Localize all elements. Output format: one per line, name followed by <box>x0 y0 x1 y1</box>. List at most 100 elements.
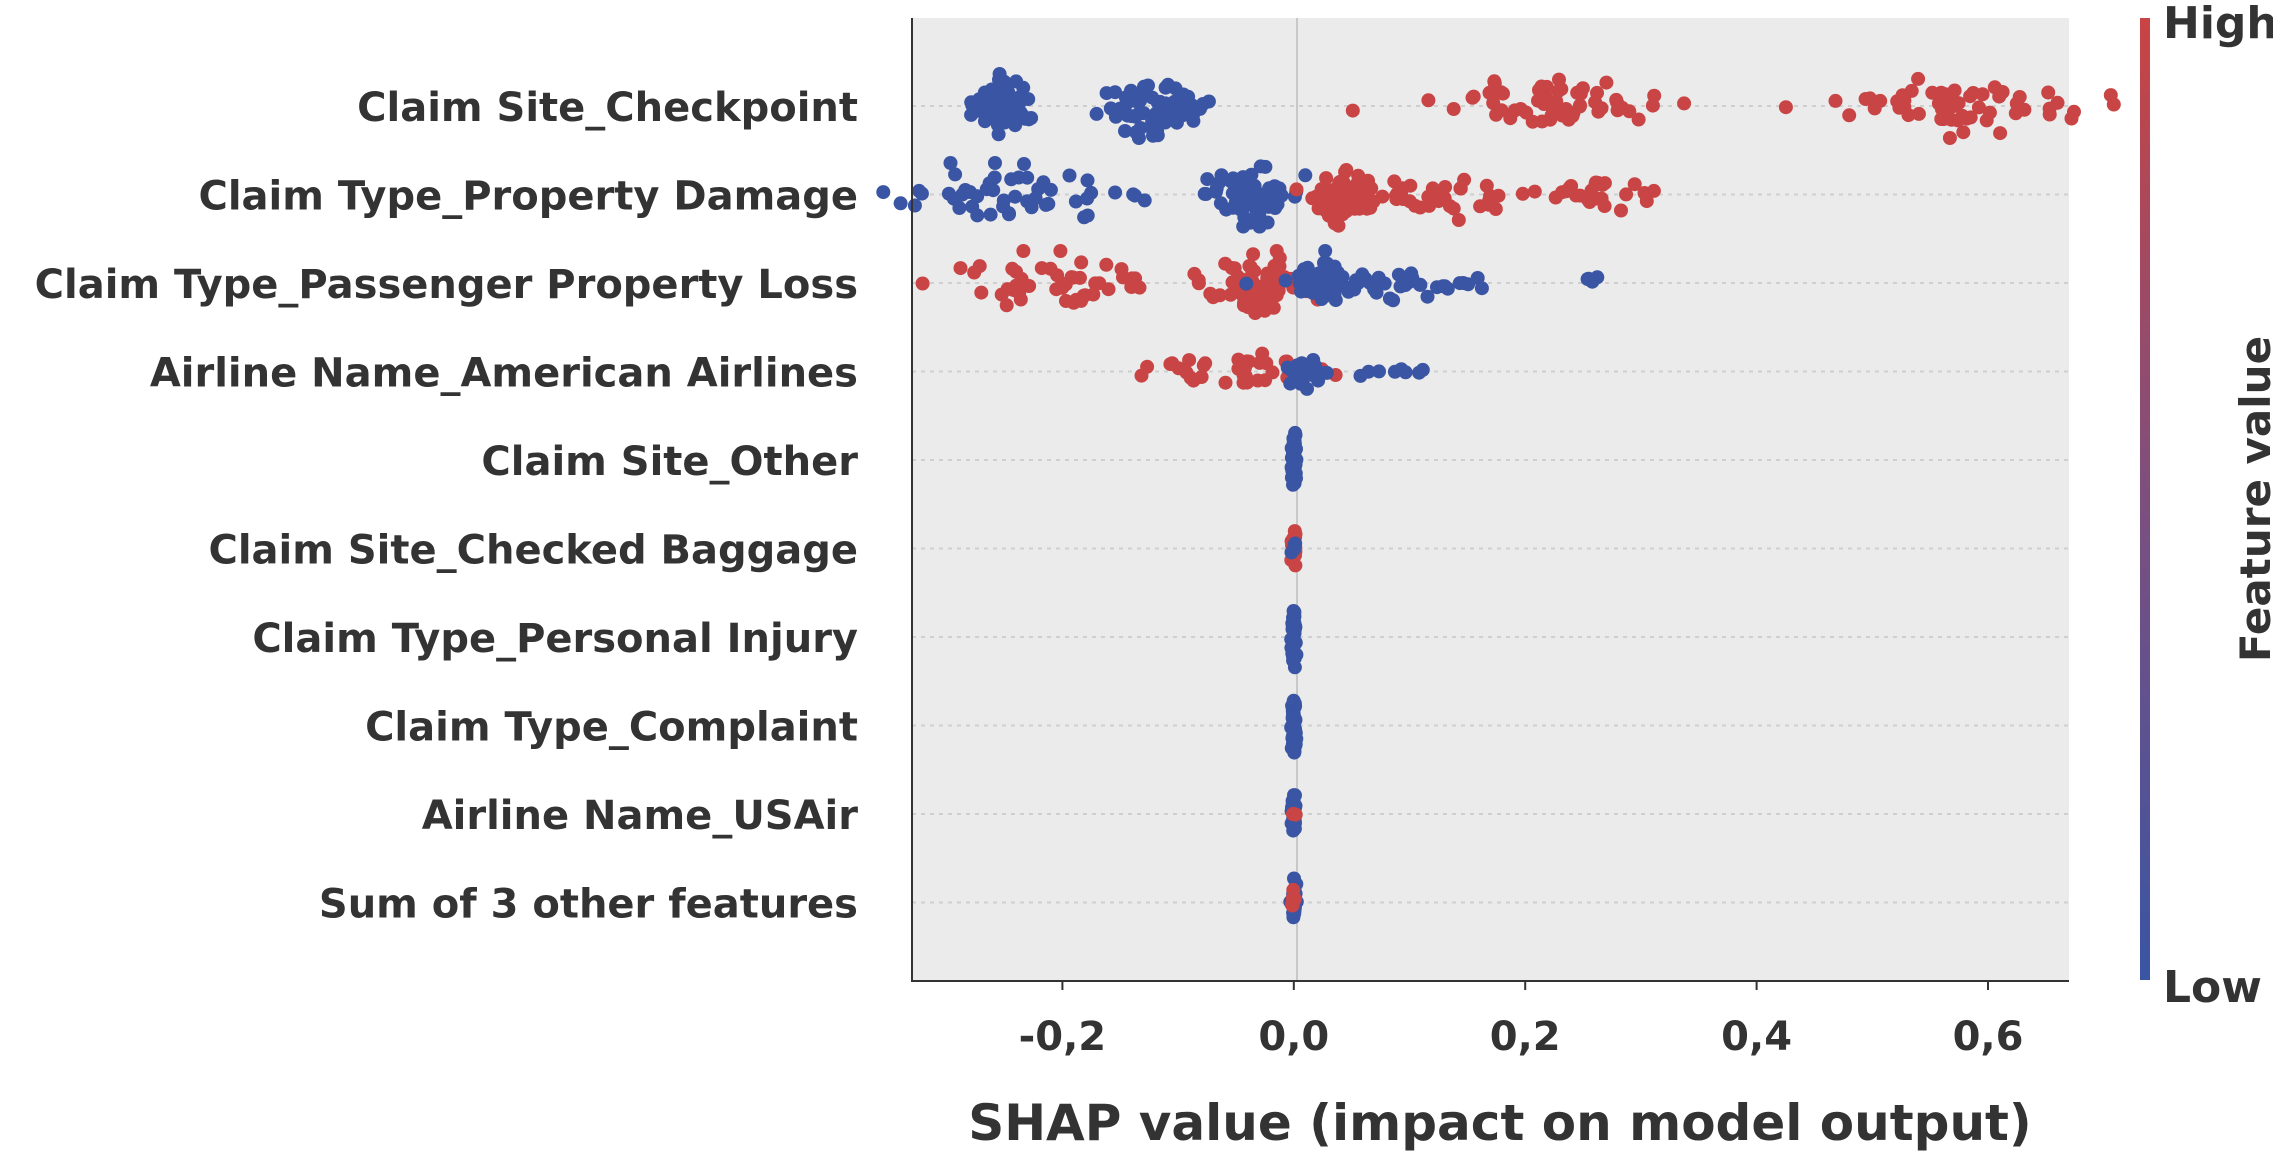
shap-point <box>1080 173 1095 188</box>
x-tick-label: -0,2 <box>1019 1014 1106 1060</box>
shap-point <box>1353 368 1368 383</box>
shap-point <box>907 198 922 213</box>
shap-point <box>1474 281 1489 296</box>
shap-point <box>1223 287 1238 302</box>
shap-point <box>1942 131 1957 145</box>
shap-point <box>2106 97 2121 112</box>
shap-point <box>1236 219 1251 234</box>
shap-point <box>1262 278 1277 293</box>
shap-point <box>1286 728 1301 743</box>
shap-point <box>1194 370 1209 384</box>
x-ticks: -0,2 0,0 0,2 0,4 0,6 <box>1019 980 2024 1060</box>
shap-point <box>1141 78 1155 93</box>
shap-point <box>1182 353 1197 368</box>
shap-point <box>1158 96 1173 111</box>
shap-point <box>1473 199 1488 214</box>
shap-point <box>1507 103 1522 118</box>
shap-point <box>1371 270 1386 285</box>
shap-point <box>1494 103 1509 118</box>
shap-point <box>1225 200 1240 215</box>
x-tick-label: 0,6 <box>1953 1014 2024 1060</box>
shap-point <box>1950 113 1965 128</box>
shap-point <box>1457 172 1472 187</box>
shap-point <box>983 207 998 222</box>
shap-point <box>1551 84 1566 99</box>
shap-point <box>1118 124 1132 138</box>
shap-point <box>1236 375 1251 390</box>
shap-point <box>1183 370 1198 385</box>
shap-point <box>1451 213 1466 227</box>
shap-point <box>1268 179 1283 194</box>
shap-point <box>1329 265 1344 280</box>
shap-point <box>1312 280 1327 295</box>
shap-point <box>1619 187 1634 202</box>
shap-point <box>1287 542 1302 557</box>
shap-point <box>1534 79 1549 94</box>
shap-point <box>1863 91 1877 106</box>
shap-point <box>1956 125 1971 140</box>
shap-point <box>1009 278 1023 293</box>
shap-point <box>1321 194 1336 209</box>
x-axis-title: SHAP value (impact on model output) <box>968 1094 2032 1152</box>
shap-point <box>1421 93 1436 108</box>
shap-point <box>1127 93 1142 108</box>
shap-point <box>893 196 908 211</box>
shap-point <box>1318 244 1333 258</box>
shap-point <box>1272 251 1287 265</box>
shap-point <box>1614 203 1628 218</box>
x-tick-label: 0,0 <box>1258 1014 1329 1060</box>
shap-point <box>1020 194 1035 209</box>
shap-point <box>1519 105 1534 120</box>
shap-point <box>1108 85 1123 100</box>
shap-point <box>1555 185 1570 200</box>
shap-point <box>1438 180 1453 194</box>
shap-point <box>986 183 1001 198</box>
shap-point <box>1285 898 1300 913</box>
shap-point <box>1004 172 1019 187</box>
shap-point <box>1561 112 1576 127</box>
shap-point <box>1255 354 1270 369</box>
shap-point <box>1599 75 1614 90</box>
shap-point <box>1196 358 1211 373</box>
shap-point <box>996 199 1011 214</box>
shap-point <box>1317 183 1332 198</box>
shap-point <box>1200 172 1215 187</box>
feature-labels: Claim Site_Checkpoint Claim Type_Property… <box>35 85 859 928</box>
shap-point <box>986 110 1000 125</box>
shap-point <box>1292 276 1307 291</box>
shap-point <box>1163 357 1178 372</box>
shap-point <box>1134 368 1149 383</box>
shap-point <box>1342 280 1357 295</box>
shap-point <box>1286 806 1301 821</box>
feature-label: Claim Type_Complaint <box>365 705 858 751</box>
shap-point <box>991 127 1006 142</box>
shap-point <box>1339 163 1354 177</box>
feature-label: Claim Site_Checkpoint <box>357 85 858 131</box>
shap-point <box>1287 819 1302 834</box>
shap-point <box>1129 125 1143 140</box>
shap-point <box>1440 281 1455 296</box>
shap-point <box>1031 182 1046 197</box>
shap-point <box>1213 196 1228 211</box>
shap-point <box>1828 93 1843 108</box>
shap-point <box>1408 198 1422 213</box>
shap-point <box>1367 282 1382 297</box>
shap-point <box>1321 208 1336 223</box>
shap-point <box>988 83 1002 98</box>
shap-point <box>972 92 987 107</box>
shap-point <box>1022 279 1037 293</box>
shap-point <box>1947 83 1962 98</box>
shap-point <box>1345 103 1360 118</box>
shap-point <box>1128 271 1143 286</box>
shap-point <box>1527 184 1542 199</box>
shap-point <box>914 186 929 201</box>
shap-point <box>1127 188 1142 203</box>
shap-point <box>1017 157 1031 171</box>
shap-point <box>1842 108 1857 123</box>
shap-point <box>1366 194 1381 209</box>
shap-point <box>1934 85 1949 100</box>
shap-point <box>1116 270 1130 285</box>
shap-point <box>1258 159 1273 174</box>
shap-point <box>2041 85 2056 100</box>
